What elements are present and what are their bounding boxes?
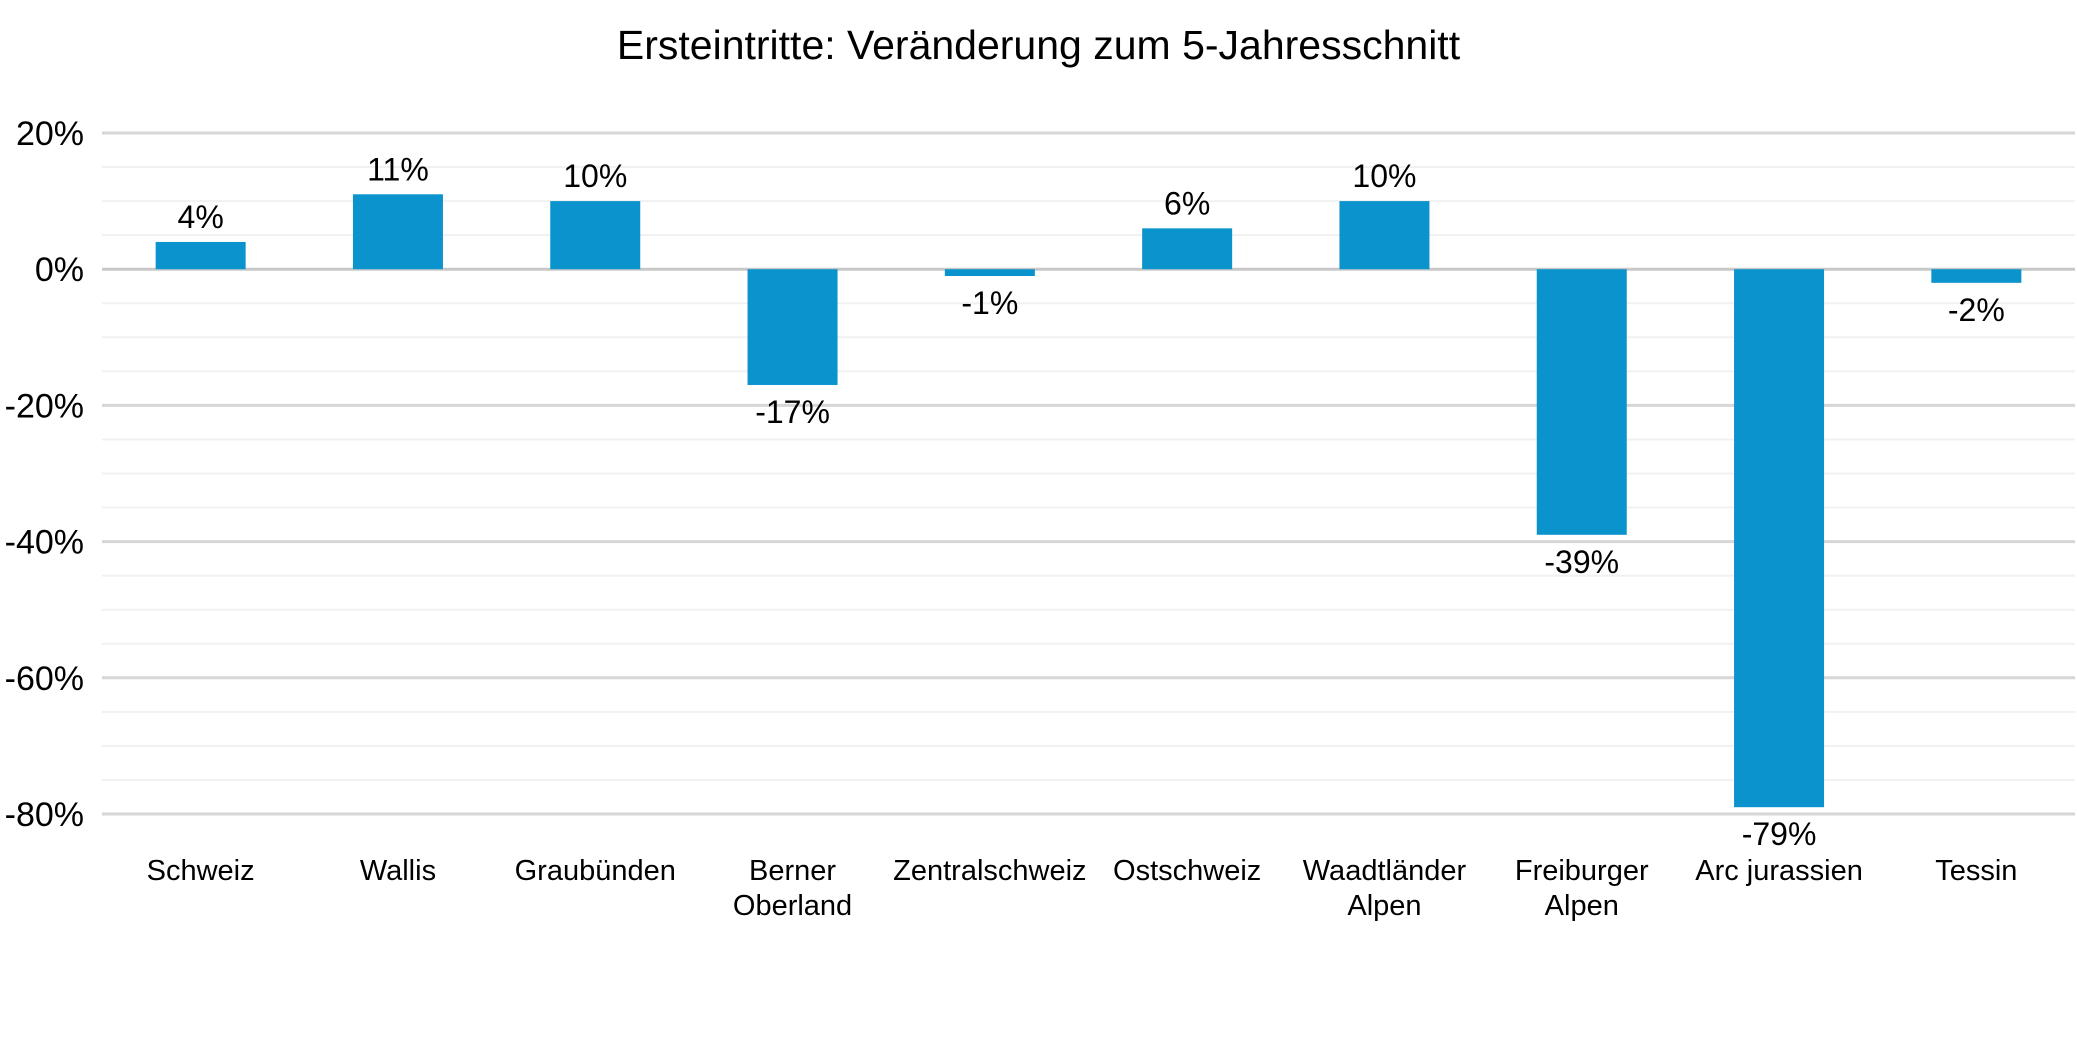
bar-value-label: 4% [178,199,224,235]
bar-schweiz [155,241,246,270]
bar-value-label: 6% [1164,185,1210,221]
x-axis-category-label: Schweiz [147,855,255,887]
x-axis-category-label: Waadtländer Alpen [1303,855,1467,922]
y-axis-tick-label: -80% [5,796,84,834]
bar-value-label: -39% [1544,544,1619,580]
bar-ostschweiz [1142,228,1233,270]
x-axis-category-label: Ostschweiz [1113,855,1261,887]
bar-value-label: -2% [1948,292,2005,328]
x-axis-category-label: Zentralschweiz [893,855,1086,887]
x-axis-category-label: Berner Oberland [733,855,852,922]
bar-value-label: -1% [961,285,1018,321]
y-axis-tick-label: -40% [5,524,84,562]
bar-arc-jurassien [1734,269,1825,808]
bar-value-label: -17% [755,394,830,430]
bar-wallis [352,194,443,270]
bar-value-label: 11% [367,151,429,187]
bar-tessin [1931,269,2022,283]
bar-graub-nden [550,201,641,270]
bar-freiburger-alpen [1536,269,1627,535]
y-axis-tick-label: 20% [16,115,84,153]
y-axis-tick-label: -20% [5,387,84,425]
y-axis-tick-label: -60% [5,660,84,698]
x-axis-category-label: Tessin [1935,855,2017,887]
bar-value-label: 10% [1352,158,1416,194]
bar-berner-oberland [747,269,838,385]
x-axis-category-label: Graubünden [515,855,676,887]
bar-value-label: 10% [563,158,627,194]
bar-value-label: -79% [1742,816,1817,852]
bar-waadtl-nder-alpen [1339,201,1430,270]
x-axis-category-label: Wallis [360,855,436,887]
bar-zentralschweiz [944,269,1035,277]
y-axis-tick-label: 0% [35,251,84,289]
x-axis-category-label: Arc jurassien [1695,855,1863,887]
chart-title: Ersteintritte: Veränderung zum 5-Jahress… [616,22,1461,68]
x-axis-category-label: Freiburger Alpen [1515,855,1649,922]
